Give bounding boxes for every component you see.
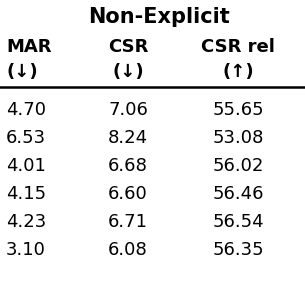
Text: (↓): (↓) — [6, 63, 38, 81]
Text: 55.65: 55.65 — [212, 101, 264, 119]
Text: 6.60: 6.60 — [108, 185, 148, 203]
Text: 4.15: 4.15 — [6, 185, 46, 203]
Text: CSR rel: CSR rel — [201, 38, 275, 56]
Text: 3.10: 3.10 — [6, 241, 46, 259]
Text: 6.68: 6.68 — [108, 157, 148, 175]
Text: 8.24: 8.24 — [108, 129, 148, 147]
Text: Non-Explicit: Non-Explicit — [88, 7, 229, 27]
Text: 4.01: 4.01 — [6, 157, 46, 175]
Text: 4.70: 4.70 — [6, 101, 46, 119]
Text: MAR: MAR — [6, 38, 52, 56]
Text: 7.06: 7.06 — [108, 101, 148, 119]
Text: 56.54: 56.54 — [212, 213, 264, 231]
Text: 56.46: 56.46 — [212, 185, 264, 203]
Text: 53.08: 53.08 — [212, 129, 264, 147]
Text: 6.53: 6.53 — [6, 129, 46, 147]
Text: CSR: CSR — [108, 38, 148, 56]
Text: 6.71: 6.71 — [108, 213, 148, 231]
Text: (↓): (↓) — [112, 63, 144, 81]
Text: (↑): (↑) — [222, 63, 254, 81]
Text: 6.08: 6.08 — [108, 241, 148, 259]
Text: 4.23: 4.23 — [6, 213, 46, 231]
Text: 56.35: 56.35 — [212, 241, 264, 259]
Text: 56.02: 56.02 — [212, 157, 264, 175]
